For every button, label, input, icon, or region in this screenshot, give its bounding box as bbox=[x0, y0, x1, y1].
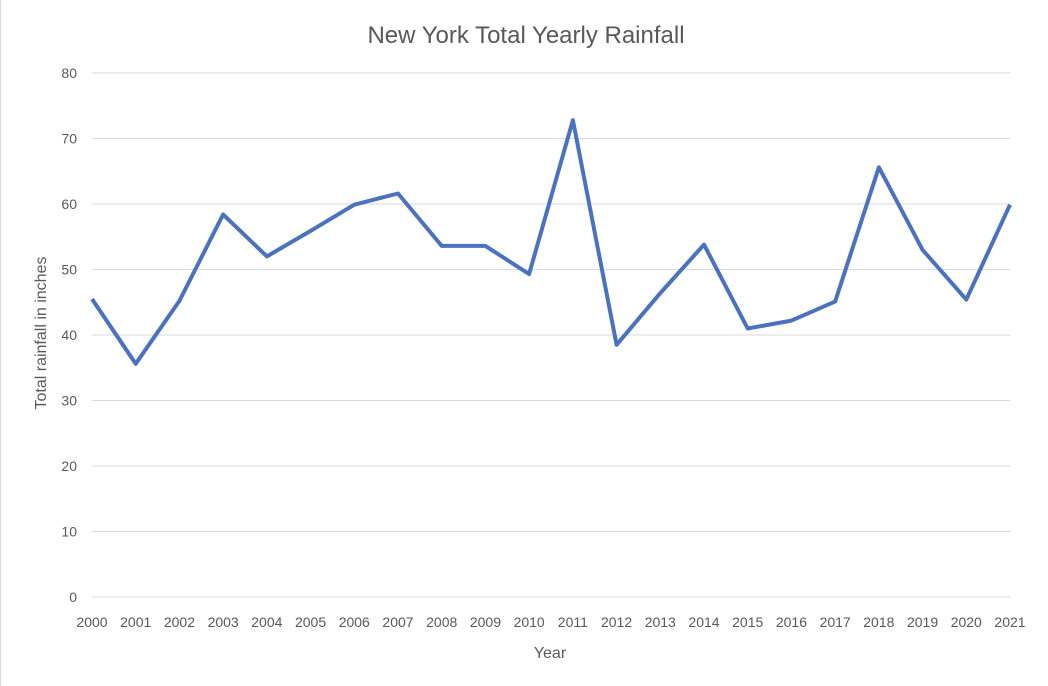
y-axis-ticks: 0 10 20 30 40 50 60 70 80 bbox=[61, 65, 77, 605]
y-tick-label: 70 bbox=[61, 131, 77, 147]
x-tick-label: 2010 bbox=[514, 614, 545, 630]
x-tick-label: 2021 bbox=[994, 614, 1025, 630]
y-tick-label: 40 bbox=[61, 327, 77, 343]
x-tick-label: 2020 bbox=[951, 614, 982, 630]
x-tick-label: 2001 bbox=[120, 614, 151, 630]
y-tick-label: 0 bbox=[69, 589, 77, 605]
x-tick-label: 2005 bbox=[295, 614, 326, 630]
y-tick-label: 80 bbox=[61, 65, 77, 81]
y-tick-label: 60 bbox=[61, 196, 77, 212]
y-tick-label: 30 bbox=[61, 393, 77, 409]
y-tick-label: 10 bbox=[61, 524, 77, 540]
x-tick-label: 2015 bbox=[732, 614, 763, 630]
x-tick-label: 2006 bbox=[339, 614, 370, 630]
x-tick-label: 2018 bbox=[863, 614, 894, 630]
x-tick-label: 2004 bbox=[251, 614, 282, 630]
x-axis-title: Year bbox=[534, 645, 567, 662]
gridlines bbox=[92, 72, 1010, 598]
x-tick-label: 2008 bbox=[426, 614, 457, 630]
x-tick-label: 2007 bbox=[382, 614, 413, 630]
series-group bbox=[90, 118, 1012, 366]
x-tick-label: 2003 bbox=[208, 614, 239, 630]
x-tick-label: 2000 bbox=[76, 614, 107, 630]
x-tick-label: 2009 bbox=[470, 614, 501, 630]
x-tick-label: 2017 bbox=[820, 614, 851, 630]
x-tick-label: 2014 bbox=[688, 614, 719, 630]
x-tick-label: 2012 bbox=[601, 614, 632, 630]
x-tick-label: 2019 bbox=[907, 614, 938, 630]
chart-title: New York Total Yearly Rainfall bbox=[367, 22, 684, 49]
x-tick-label: 2013 bbox=[645, 614, 676, 630]
y-tick-label: 50 bbox=[61, 262, 77, 278]
y-axis-title: Total rainfall in inches bbox=[33, 257, 50, 410]
series-line bbox=[90, 118, 1012, 366]
y-tick-label: 20 bbox=[61, 458, 77, 474]
x-tick-label: 2002 bbox=[164, 614, 195, 630]
x-tick-label: 2011 bbox=[558, 614, 588, 630]
x-tick-label: 2016 bbox=[776, 614, 807, 630]
x-axis-ticks: 2000 2001 2002 2003 2004 2005 2006 2007 2008 2009… bbox=[76, 614, 1025, 630]
